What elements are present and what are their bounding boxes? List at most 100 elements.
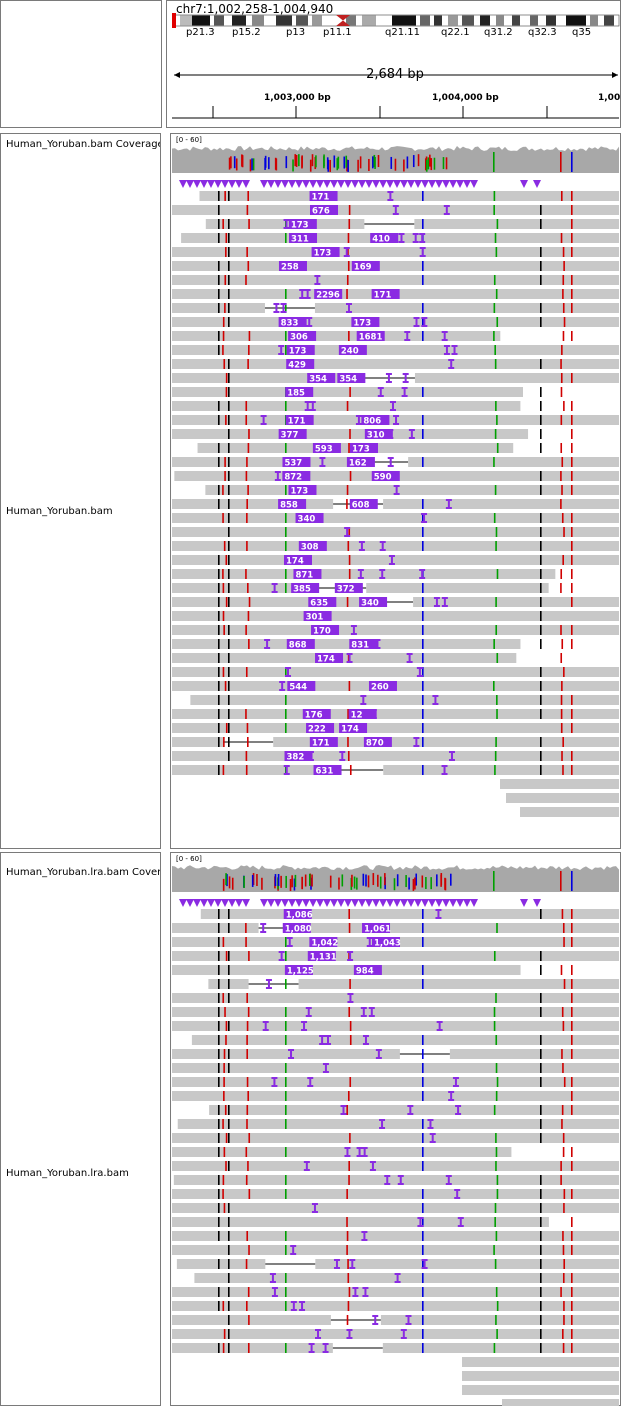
insertion-label-box [285, 387, 314, 397]
mismatch [496, 1189, 499, 1199]
mismatch [422, 1217, 424, 1227]
insertion-label-box [348, 709, 377, 719]
mismatch [422, 1091, 424, 1101]
mismatch [218, 1259, 220, 1269]
mismatch [422, 1315, 424, 1325]
mismatch [540, 1245, 542, 1255]
mismatch [422, 937, 424, 947]
insertion-label-box [309, 937, 338, 947]
alignment-track-name[interactable]: Human_Yoruban.lra.bam [6, 1168, 129, 1179]
insertion-label-box [334, 583, 363, 593]
mismatch [285, 485, 287, 495]
mismatch [222, 1301, 225, 1311]
mismatch [285, 1035, 287, 1045]
insertion-marker [352, 1287, 359, 1289]
mismatch [422, 583, 424, 593]
insertion-marker [322, 1063, 329, 1065]
insertion-marker [363, 1231, 366, 1241]
name-panel-track2[interactable]: Human_Yoruban.lra.bam Coverage Human_Yor… [0, 852, 161, 1406]
insertion-size-label: 169 [354, 263, 372, 273]
mismatch [422, 1301, 424, 1311]
insertion-marker [260, 899, 268, 907]
insertion-label-box [311, 247, 340, 257]
mismatch [560, 191, 563, 201]
mismatch [571, 1287, 573, 1297]
mismatch [494, 233, 497, 243]
mismatch [228, 401, 230, 411]
cytoband [214, 15, 224, 26]
mismatch [228, 625, 230, 635]
cytoband [512, 15, 520, 26]
insertion-marker [400, 180, 408, 188]
mismatch [496, 443, 499, 453]
insertion-marker [301, 1029, 308, 1031]
mismatch [228, 1049, 230, 1059]
mismatch [571, 695, 573, 705]
insertion-marker [344, 899, 352, 907]
insertion-marker [360, 703, 367, 705]
insertion-marker [356, 1147, 363, 1149]
cytoband-label: q32.3 [528, 27, 557, 38]
insertion-marker [273, 583, 276, 593]
insertion-marker [316, 275, 319, 285]
insertion-marker [309, 409, 316, 411]
name-panel-track1[interactable]: Human_Yoruban.bam Coverage Human_Yoruban… [0, 133, 161, 849]
read [205, 485, 620, 495]
mismatch [422, 1063, 424, 1073]
insertion-marker [346, 653, 353, 655]
mismatch [246, 247, 248, 257]
insertion-marker [416, 667, 423, 669]
mismatch [285, 979, 287, 989]
coverage-track-name[interactable]: Human_Yoruban.bam Coverage [6, 139, 161, 150]
mismatch [285, 443, 287, 453]
mismatch [571, 555, 573, 565]
mismatch [348, 331, 350, 341]
coverage-mismatch-bar [336, 158, 339, 171]
mismatch [540, 555, 542, 565]
insertion-marker [280, 303, 287, 305]
insertion-marker [306, 317, 313, 319]
insertion-marker [330, 180, 338, 188]
mismatch [496, 415, 498, 425]
insertion-marker [421, 569, 424, 579]
insertion-marker [349, 993, 352, 1003]
mismatch [225, 415, 227, 425]
insertion-marker [448, 367, 455, 369]
mismatch [561, 1007, 564, 1017]
insertion-size-label: 311 [291, 235, 309, 245]
mismatch [563, 401, 565, 411]
mismatch [218, 709, 220, 719]
mismatch [218, 965, 220, 975]
coverage-track-name[interactable]: Human_Yoruban.lra.bam Coverage [6, 867, 161, 878]
read [172, 1315, 331, 1325]
read [172, 923, 259, 933]
mismatch [422, 1077, 424, 1087]
mismatch [218, 1287, 220, 1297]
mismatch [222, 485, 224, 495]
insertion-size-label: 631 [316, 767, 334, 777]
insertion-marker [281, 899, 289, 907]
mismatch [422, 513, 424, 523]
mismatch [571, 1329, 573, 1339]
insertion-marker [414, 899, 422, 907]
insertion-marker [346, 661, 353, 663]
insertion-marker [214, 180, 222, 188]
insertion-marker [400, 1337, 407, 1339]
insertion-marker [361, 1147, 368, 1149]
mismatch [560, 1175, 562, 1185]
insertion-size-label: 537 [284, 459, 302, 469]
mismatch [422, 709, 424, 719]
insertion-label-box [283, 909, 312, 919]
alignment-track-name[interactable]: Human_Yoruban.bam [6, 506, 113, 517]
mismatch [496, 1301, 499, 1311]
mismatch [347, 541, 350, 551]
insertion-marker [358, 180, 366, 188]
mismatch [222, 937, 225, 947]
mismatch [561, 751, 563, 761]
insertion-marker [381, 569, 384, 579]
mismatch [222, 583, 225, 593]
insertion-marker [433, 597, 440, 599]
coverage-mismatch-bar [430, 877, 432, 890]
read [172, 611, 619, 621]
